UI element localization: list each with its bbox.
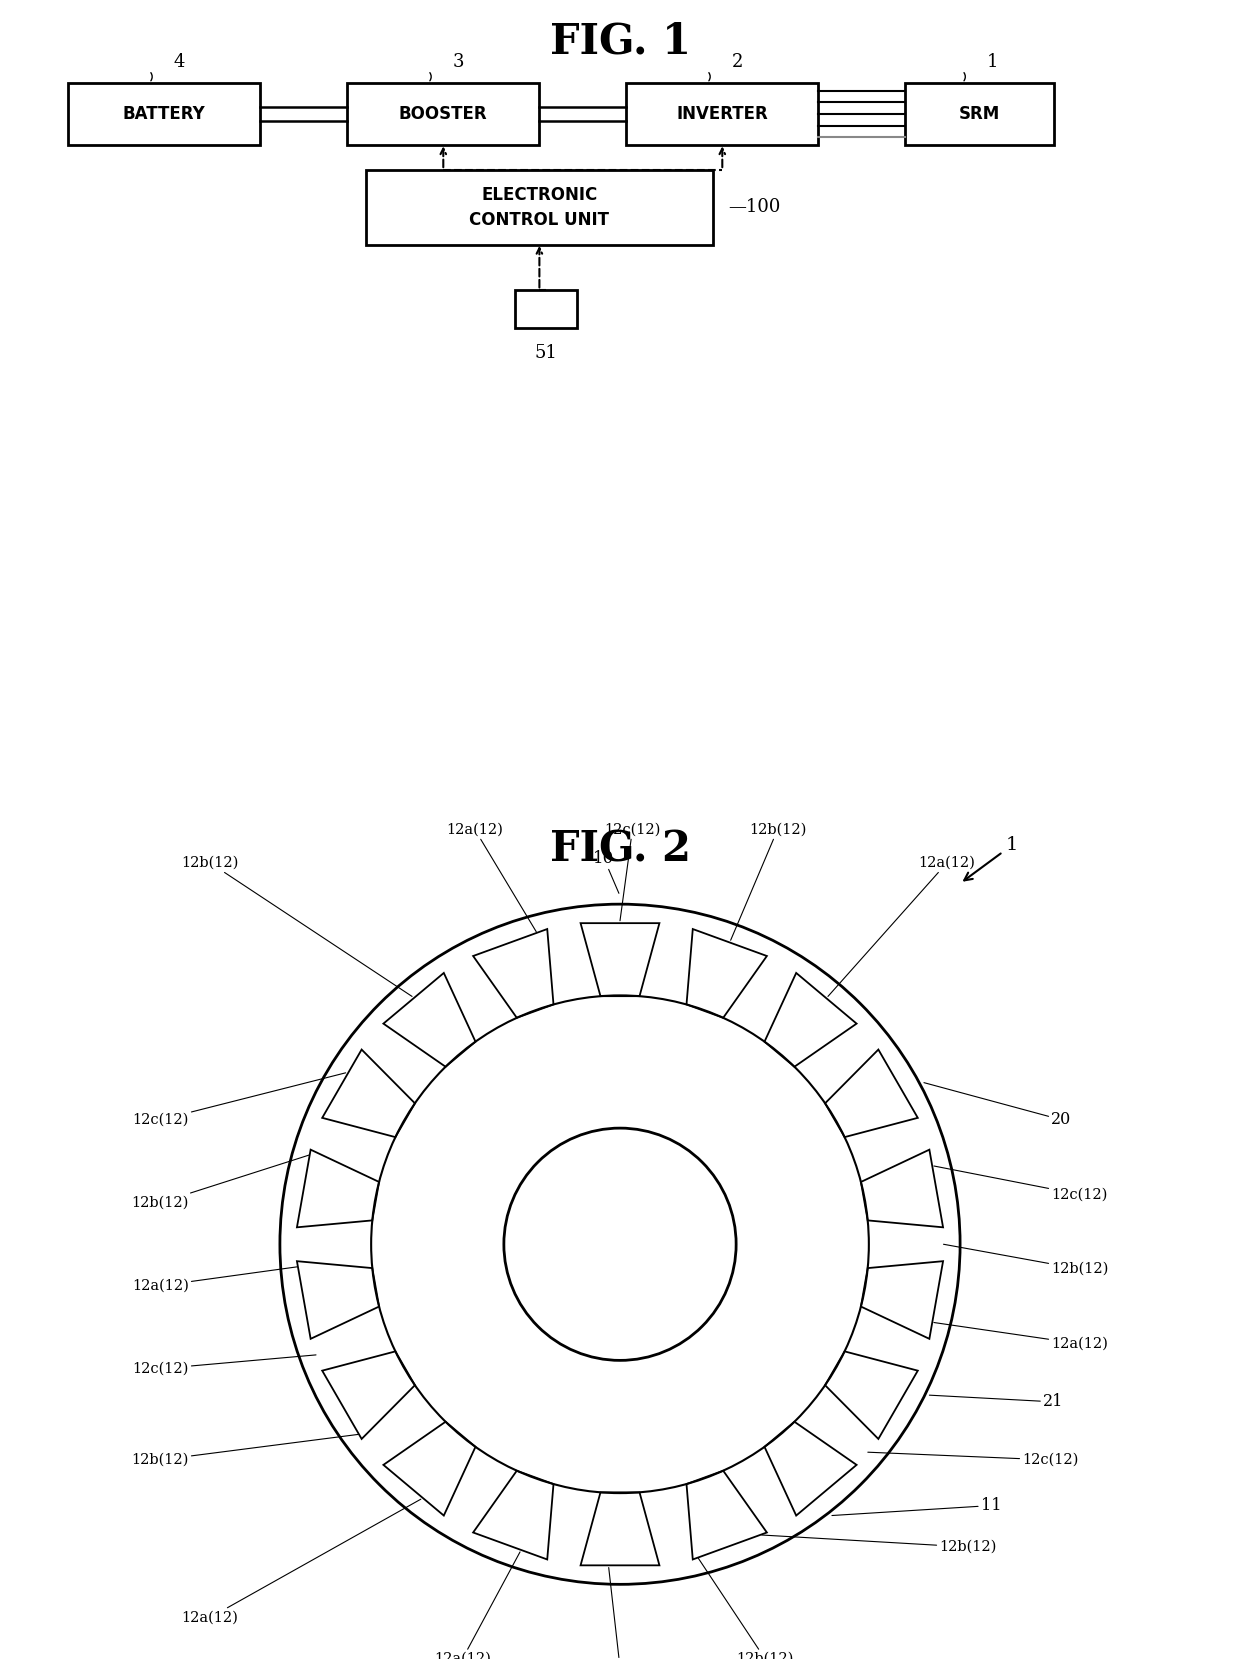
Text: FIG. 1: FIG. 1 bbox=[549, 20, 691, 63]
Text: 12c(12): 12c(12) bbox=[133, 1355, 316, 1375]
Text: 12b(12): 12b(12) bbox=[698, 1558, 794, 1659]
Text: —100: —100 bbox=[728, 199, 780, 216]
Text: 21: 21 bbox=[930, 1394, 1064, 1410]
Text: 2: 2 bbox=[732, 53, 743, 71]
Text: 12a(12): 12a(12) bbox=[934, 1322, 1109, 1350]
Text: 51: 51 bbox=[534, 345, 557, 362]
Bar bbox=[515, 290, 577, 328]
Text: 12c(12): 12c(12) bbox=[591, 1568, 649, 1659]
Text: BATTERY: BATTERY bbox=[123, 105, 206, 123]
Text: 3: 3 bbox=[453, 53, 465, 71]
Text: 12c(12): 12c(12) bbox=[604, 823, 661, 921]
Bar bbox=[68, 83, 260, 146]
Text: 12a(12): 12a(12) bbox=[131, 1267, 298, 1292]
Text: 12c(12): 12c(12) bbox=[868, 1452, 1079, 1467]
Text: 12c(12): 12c(12) bbox=[934, 1166, 1107, 1201]
Text: 12a(12): 12a(12) bbox=[828, 856, 976, 997]
Text: 12b(12): 12b(12) bbox=[181, 856, 412, 997]
Text: 12b(12): 12b(12) bbox=[131, 1155, 309, 1209]
Text: 12b(12): 12b(12) bbox=[730, 823, 806, 941]
Text: 1: 1 bbox=[965, 836, 1018, 881]
Text: 11: 11 bbox=[832, 1496, 1002, 1516]
Text: 1: 1 bbox=[987, 53, 998, 71]
Text: 12b(12): 12b(12) bbox=[131, 1435, 358, 1467]
Text: 12a(12): 12a(12) bbox=[446, 823, 536, 932]
Text: 12b(12): 12b(12) bbox=[944, 1244, 1109, 1276]
Text: 12a(12): 12a(12) bbox=[434, 1551, 520, 1659]
Text: BOOSTER: BOOSTER bbox=[399, 105, 487, 123]
Text: INVERTER: INVERTER bbox=[677, 105, 768, 123]
Text: SRM: SRM bbox=[959, 105, 1001, 123]
Bar bbox=[905, 83, 1054, 146]
Bar bbox=[347, 83, 539, 146]
Text: 12a(12): 12a(12) bbox=[181, 1500, 420, 1624]
Bar bbox=[626, 83, 818, 146]
Text: 12c(12): 12c(12) bbox=[133, 1073, 346, 1126]
Text: 10: 10 bbox=[593, 849, 614, 868]
Text: ELECTRONIC
CONTROL UNIT: ELECTRONIC CONTROL UNIT bbox=[470, 186, 609, 229]
Text: 4: 4 bbox=[174, 53, 185, 71]
Bar bbox=[366, 169, 713, 244]
Text: 20: 20 bbox=[924, 1083, 1071, 1128]
Text: 12b(12): 12b(12) bbox=[761, 1535, 997, 1554]
Text: FIG. 2: FIG. 2 bbox=[549, 828, 691, 871]
